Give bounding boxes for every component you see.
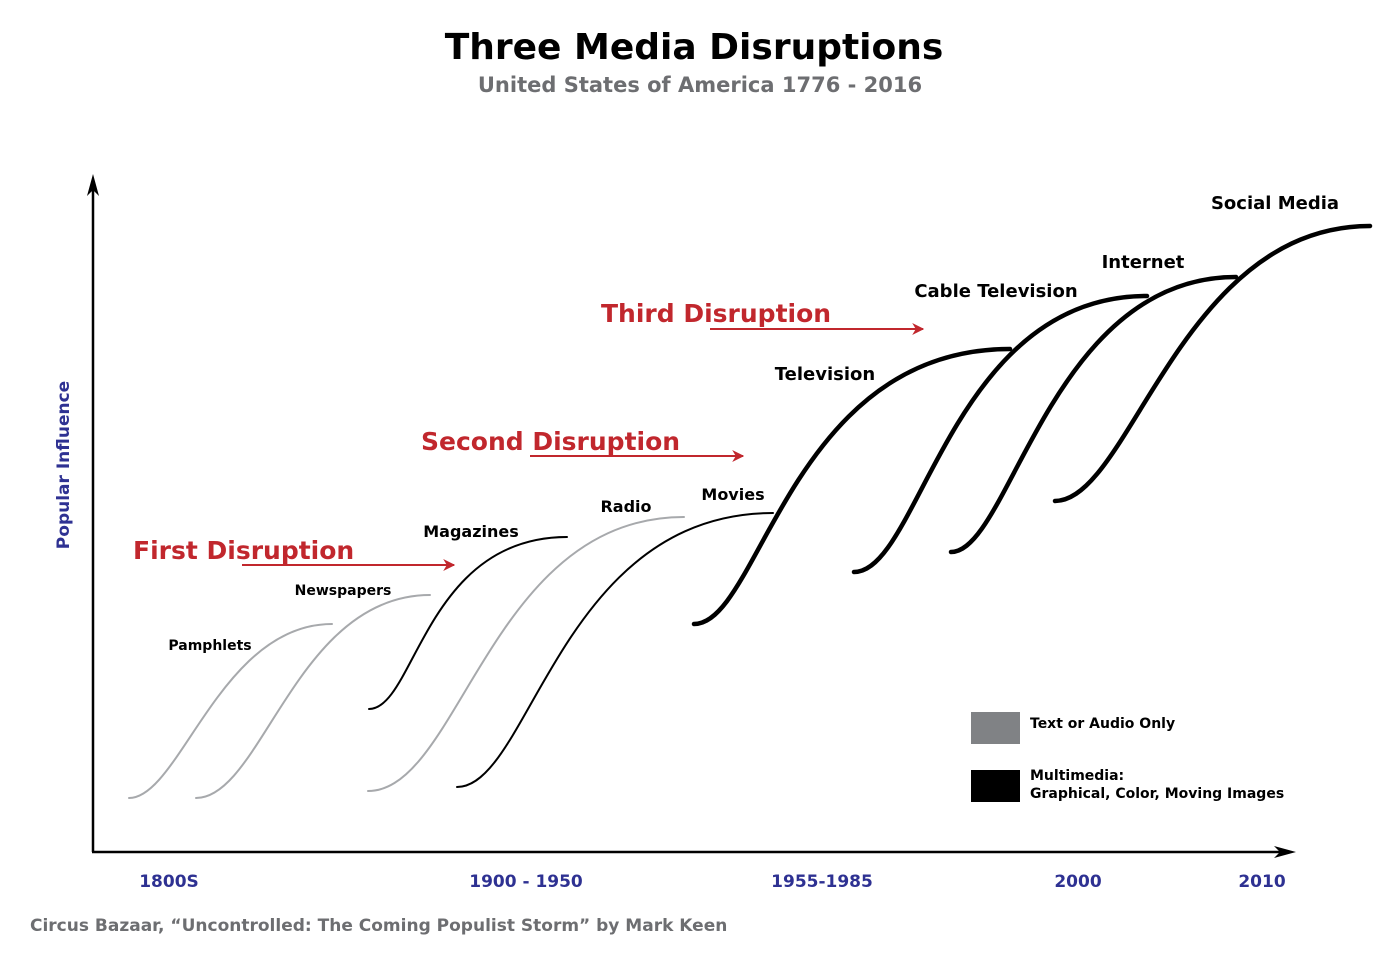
x-axis-arrowhead [1274,846,1296,858]
curve-pamphlets [128,623,333,799]
curve-internet [948,274,1239,555]
diagram-subtitle: United States of America 1776 - 2016 [478,73,922,97]
axes [87,174,1296,858]
disruption-second: Second Disruption [421,427,745,462]
curve-television [691,346,1013,627]
legend-multimedia-swatch [971,770,1020,802]
label-movies: Movies [701,485,764,504]
y-axis-label: Popular Influence [54,381,74,549]
label-magazines: Magazines [423,522,519,541]
label-television: Television [775,364,875,385]
curve-social-media [1052,223,1373,504]
label-internet: Internet [1102,252,1185,273]
curve-cable-television [851,293,1150,575]
curve-radio [367,516,685,792]
y-axis-arrowhead [87,174,99,196]
x-label-1955-1985: 1955-1985 [771,872,873,892]
label-social-media: Social Media [1211,193,1339,214]
diagram-title: Three Media Disruptions [445,27,944,68]
label-cable-television: Cable Television [914,281,1077,302]
label-pamphlets: Pamphlets [168,638,251,654]
disruption-first-label: First Disruption [133,536,354,565]
disruption-third-label: Third Disruption [601,299,831,328]
curves [128,223,1373,799]
legend-multimedia-desc: Graphical, Color, Moving Images [1030,786,1284,802]
disruption-third: Third Disruption [601,299,925,335]
x-label-2010: 2010 [1238,872,1285,892]
x-label-1800s: 1800S [139,872,199,892]
curve-movies [456,512,774,788]
x-label-1900-1950: 1900 - 1950 [469,872,583,892]
legend-multimedia-label: Multimedia: [1030,768,1124,784]
curve-newspapers [195,594,431,799]
source-credit: Circus Bazaar, “Uncontrolled: The Coming… [30,916,727,936]
legend: Text or Audio Only Multimedia: Graphical… [971,712,1284,802]
x-label-2000: 2000 [1054,872,1101,892]
legend-text-audio-swatch [971,712,1020,744]
disruption-second-label: Second Disruption [421,427,680,456]
label-newspapers: Newspapers [295,583,392,599]
disruption-first: First Disruption [133,536,456,571]
legend-text-audio-label: Text or Audio Only [1030,716,1175,732]
label-radio: Radio [600,497,651,516]
curve-magazines [368,536,568,710]
